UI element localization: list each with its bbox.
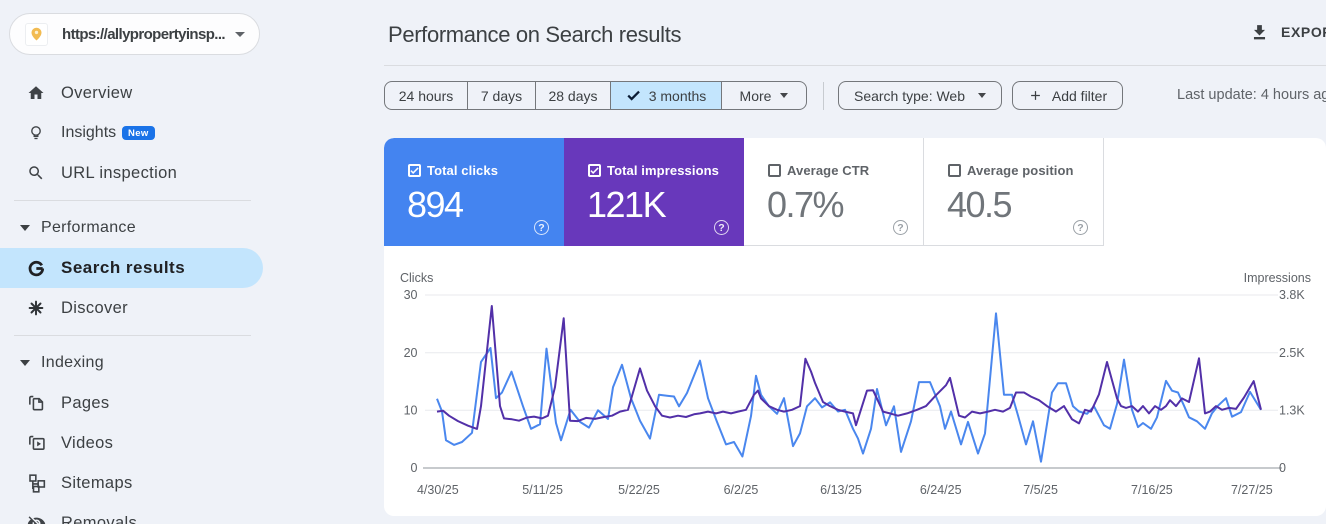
svg-text:5/22/25: 5/22/25 [618,483,660,497]
svg-text:6/2/25: 6/2/25 [724,483,759,497]
svg-text:4/30/25: 4/30/25 [417,483,459,497]
svg-text:10: 10 [404,404,418,418]
svg-text:Clicks: Clicks [400,271,433,285]
svg-text:2.5K: 2.5K [1279,346,1305,360]
svg-text:0: 0 [411,461,418,475]
svg-text:6/24/25: 6/24/25 [920,483,962,497]
svg-text:30: 30 [404,288,418,302]
svg-text:1.3K: 1.3K [1279,404,1305,418]
svg-text:3.8K: 3.8K [1279,288,1305,302]
svg-text:7/5/25: 7/5/25 [1023,483,1058,497]
svg-text:0: 0 [1279,461,1286,475]
svg-text:7/16/25: 7/16/25 [1131,483,1173,497]
svg-text:5/11/25: 5/11/25 [522,483,563,497]
svg-text:20: 20 [404,346,418,360]
svg-text:7/27/25: 7/27/25 [1231,483,1273,497]
svg-text:6/13/25: 6/13/25 [820,483,862,497]
svg-text:Impressions: Impressions [1244,271,1311,285]
